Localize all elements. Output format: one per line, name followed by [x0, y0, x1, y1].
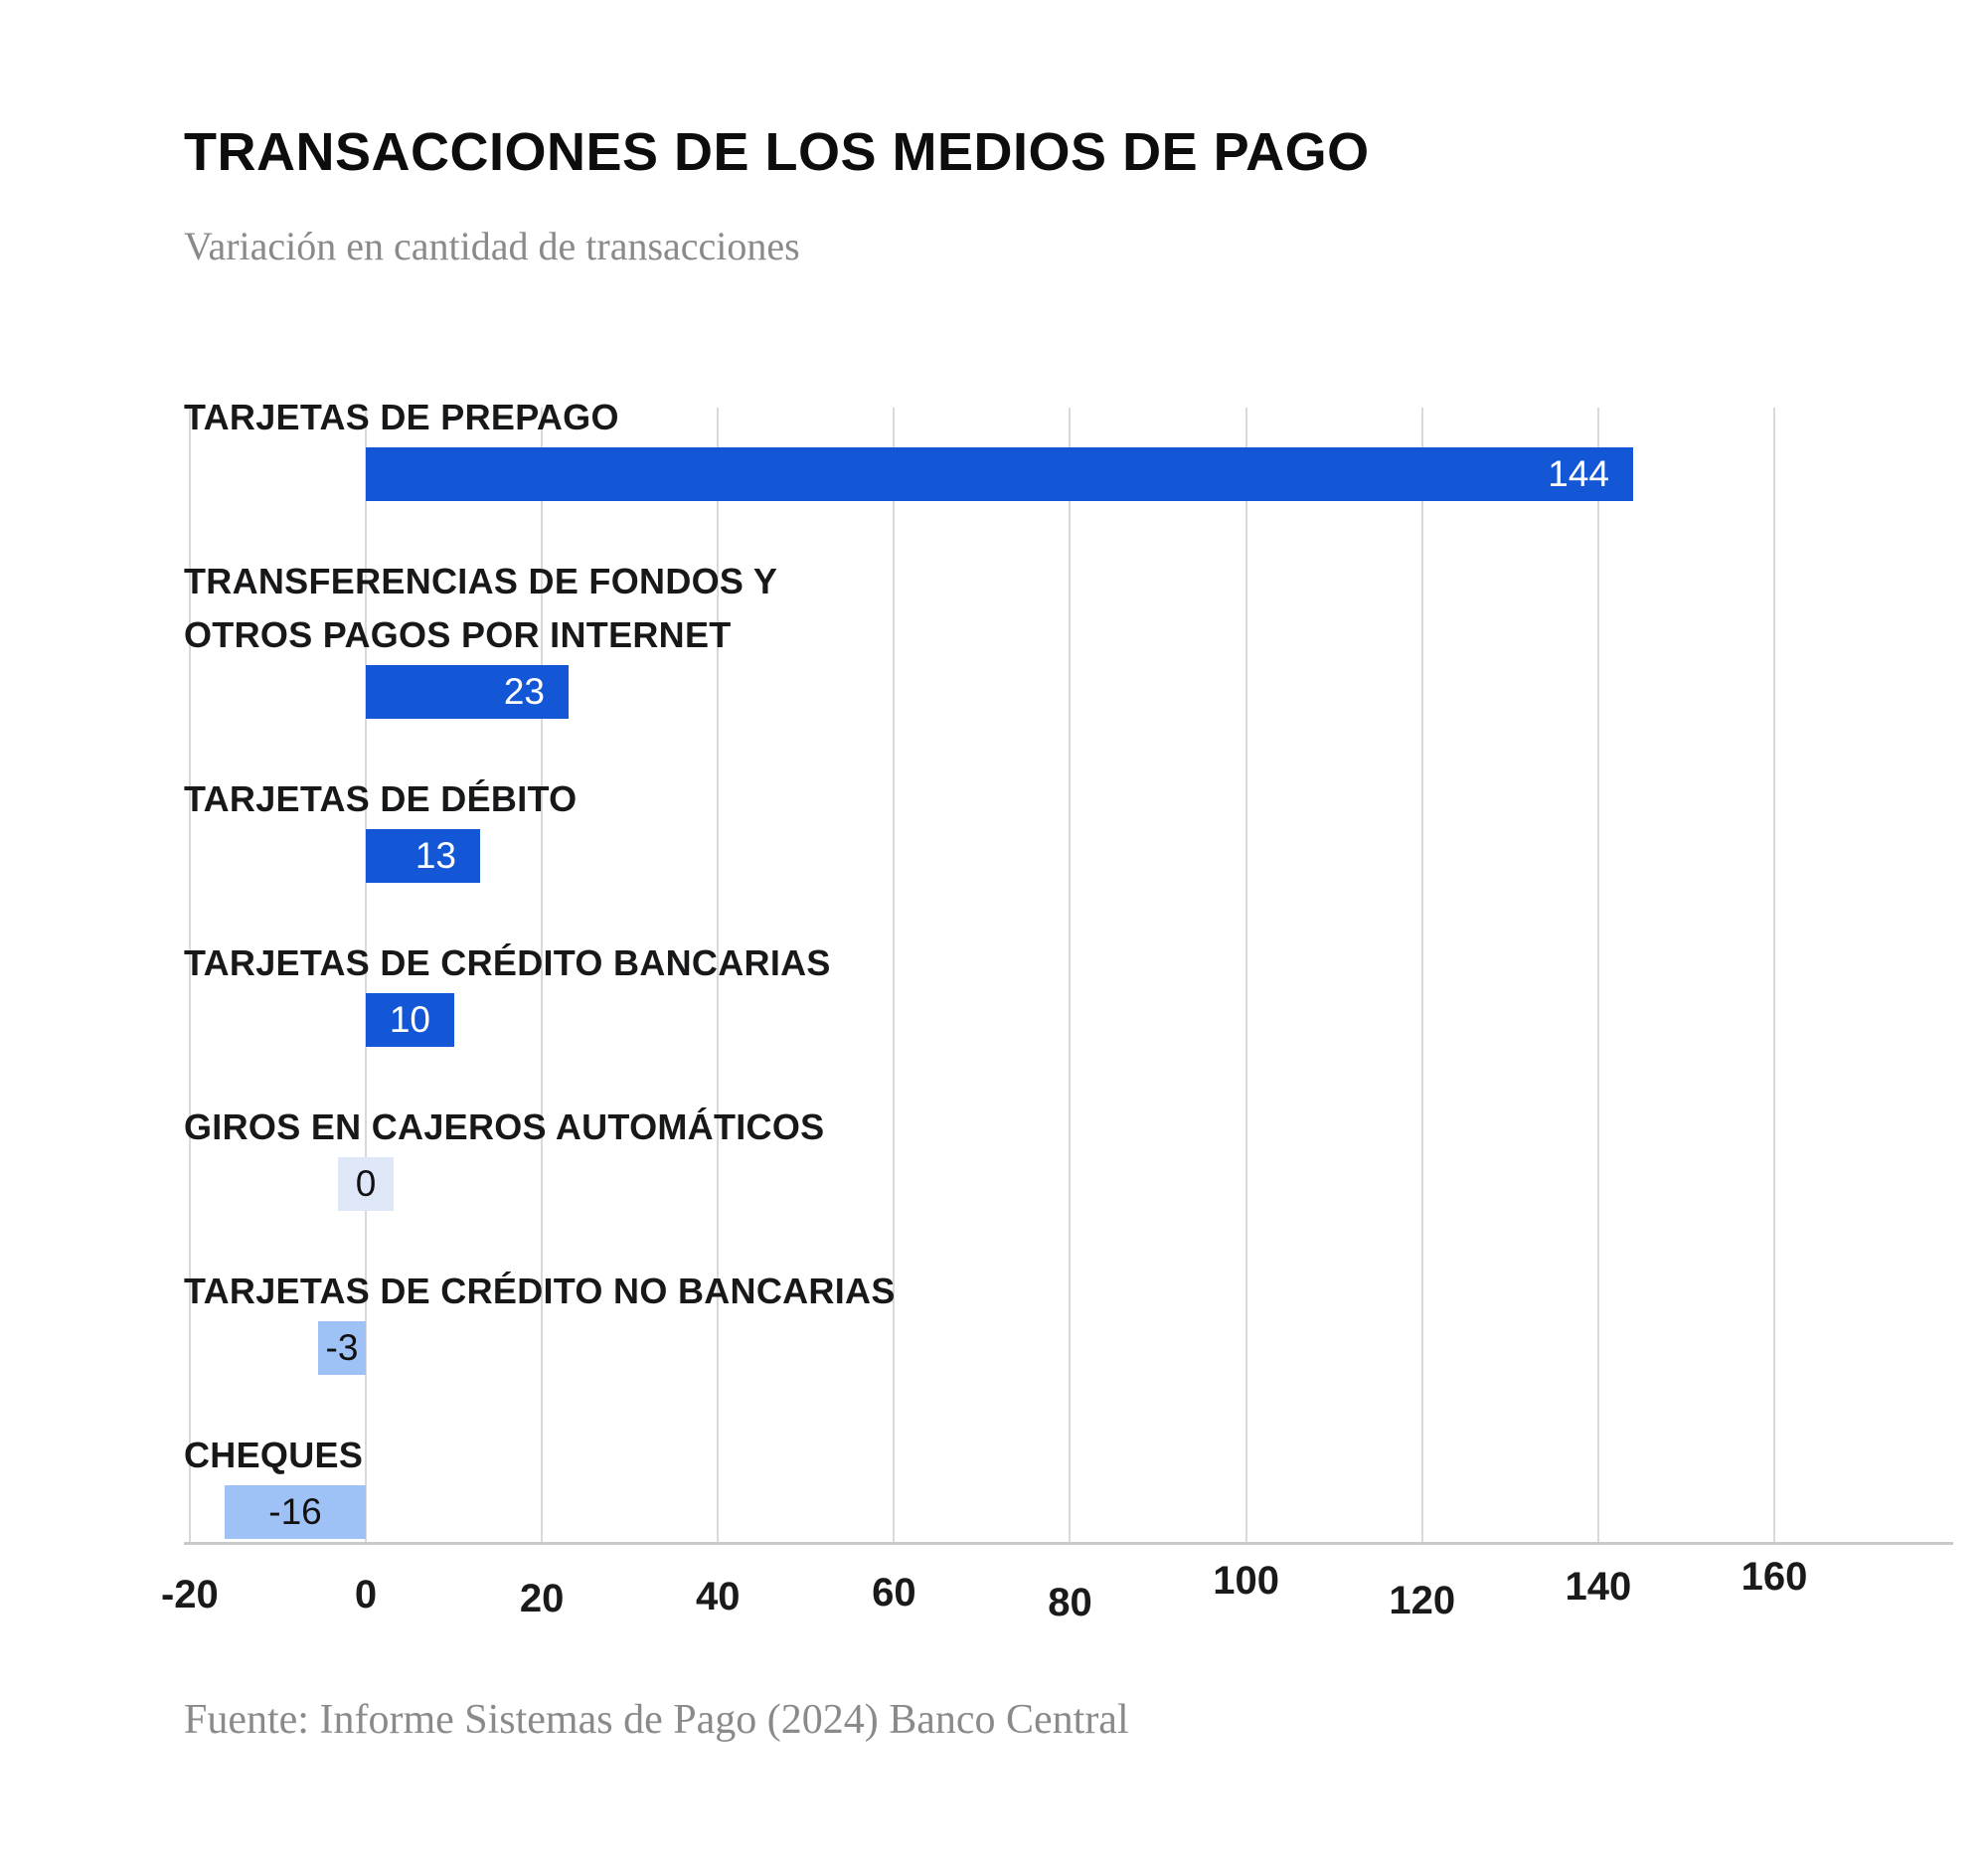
- x-tick-label: 160: [1740, 1555, 1808, 1599]
- x-tick-label: 120: [1389, 1579, 1456, 1622]
- gridline: [1420, 408, 1423, 1542]
- bar-row: TRANSFERENCIAS DE FONDOS Y OTROS PAGOS PO…: [0, 555, 1988, 719]
- gridline: [541, 408, 544, 1542]
- x-tick-label: 80: [1048, 1581, 1092, 1624]
- x-tick-label: 40: [695, 1575, 741, 1618]
- bar: -16: [225, 1485, 366, 1539]
- x-tick-label: 100: [1213, 1559, 1279, 1603]
- bar-row: TARJETAS DE CRÉDITO BANCARIAS 10: [0, 936, 1988, 1047]
- bar: 144: [366, 447, 1633, 501]
- category-label: CHEQUES: [184, 1435, 364, 1475]
- bar-row: TARJETAS DE DÉBITO 13: [0, 772, 1988, 883]
- category-label: TARJETAS DE PREPAGO: [184, 397, 619, 437]
- bar-value-label: 10: [389, 999, 430, 1040]
- x-tick-label: 0: [354, 1573, 378, 1616]
- bar-value-label: 144: [1548, 453, 1609, 494]
- bar-value-label: 23: [503, 671, 545, 712]
- bar-rows: TARJETAS DE PREPAGO 144 TRANSFERENCIAS DE …: [0, 391, 1988, 1593]
- bar-row: GIROS EN CAJEROS AUTOMÁTICOS 0: [0, 1101, 1988, 1211]
- gridline: [1244, 408, 1247, 1542]
- gridline: [1772, 408, 1775, 1542]
- bar-row: CHEQUES -16: [0, 1429, 1988, 1539]
- gridline: [893, 408, 896, 1542]
- bar-row: TARJETAS DE PREPAGO 144: [0, 391, 1988, 501]
- category-label: GIROS EN CAJEROS AUTOMÁTICOS: [184, 1106, 825, 1147]
- bar: 0: [338, 1157, 394, 1211]
- bar-row: TARJETAS DE CRÉDITO NO BANCARIAS -3: [0, 1265, 1988, 1375]
- bar-value-label: -16: [268, 1491, 322, 1532]
- category-label: TARJETAS DE CRÉDITO BANCARIAS: [184, 942, 831, 983]
- category-label: TARJETAS DE DÉBITO: [184, 778, 578, 819]
- category-label: TRANSFERENCIAS DE FONDOS Y OTROS PAGOS PO…: [184, 561, 778, 655]
- bar: 23: [366, 665, 569, 719]
- gridline: [188, 408, 191, 1542]
- bar-value-label: -3: [325, 1327, 359, 1368]
- bar-value-label: 0: [355, 1163, 377, 1204]
- x-tick-label: -20: [160, 1573, 219, 1616]
- bar: 10: [366, 993, 454, 1047]
- bar: -3: [318, 1321, 366, 1375]
- x-tick-label: 140: [1565, 1565, 1632, 1609]
- category-label: TARJETAS DE CRÉDITO NO BANCARIAS: [184, 1271, 896, 1311]
- x-axis-line: [184, 1542, 1953, 1545]
- x-tick-label: 20: [519, 1577, 565, 1620]
- bar: 13: [366, 829, 480, 883]
- gridline: [1069, 408, 1072, 1542]
- gridline: [717, 408, 720, 1542]
- chart-source: Fuente: Informe Sistemas de Pago (2024) …: [184, 1697, 1129, 1743]
- x-tick-label: 60: [872, 1571, 916, 1614]
- gridline: [1596, 408, 1599, 1542]
- chart-title: TRANSACCIONES DE LOS MEDIOS DE PAGO: [184, 122, 1370, 182]
- chart-subtitle: Variación en cantidad de transacciones: [184, 224, 800, 268]
- gridline: [365, 408, 367, 1542]
- bar-value-label: 13: [414, 835, 456, 876]
